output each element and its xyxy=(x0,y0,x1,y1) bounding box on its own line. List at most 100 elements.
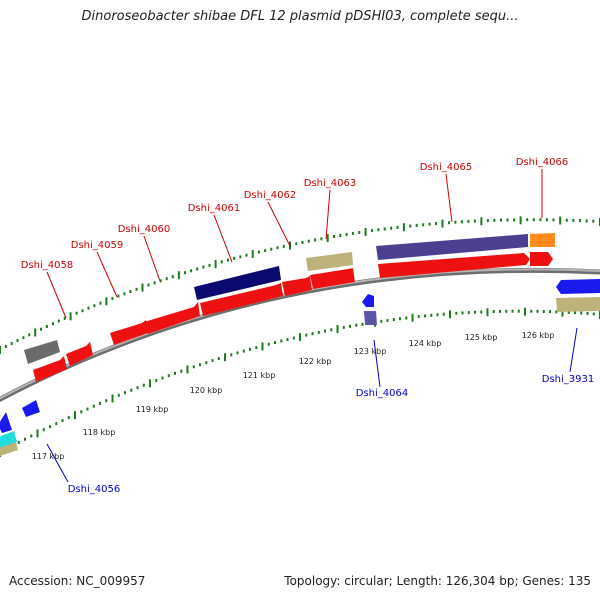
inner-ring-tick xyxy=(74,411,76,420)
forward-genes xyxy=(24,233,555,382)
outer-ring-tick xyxy=(493,218,496,222)
inner-ring-tick xyxy=(80,410,83,414)
inner-ring-tick xyxy=(336,325,339,334)
gene-arrow-d[interactable] xyxy=(144,302,200,334)
outer-ring-tick xyxy=(345,232,348,236)
gene-block-dshi-4061[interactable] xyxy=(194,266,281,300)
reverse-gene-label-dshi-4064[interactable]: Dshi_4064 xyxy=(356,388,408,399)
inner-ring-tick xyxy=(130,388,133,392)
forward-gene-label-dshi-4063[interactable]: Dshi_4063 xyxy=(304,178,356,189)
scale-label: 125 kbp xyxy=(465,333,498,342)
inner-ring-tick xyxy=(355,323,358,327)
gene-arrow-i[interactable] xyxy=(530,252,553,266)
gene-arrow-b[interactable] xyxy=(66,342,93,366)
reverse-gene-label-dshi-4056[interactable]: Dshi_4056 xyxy=(68,484,120,495)
outer-ring-tick xyxy=(545,218,548,222)
forward-gene-label-dshi-4061[interactable]: Dshi_4061 xyxy=(188,203,240,214)
scale-label: 117 kbp xyxy=(32,452,65,461)
inner-ring-tick xyxy=(511,309,514,313)
gene-arrow-h[interactable] xyxy=(378,253,530,278)
outer-ring-tick xyxy=(57,319,60,323)
inner-ring-tick xyxy=(292,336,295,340)
inner-ring-tick xyxy=(492,310,495,313)
gene-arrow-g[interactable] xyxy=(310,268,355,289)
outer-ring-tick xyxy=(190,269,193,273)
inner-ring-tick xyxy=(99,401,101,405)
inner-ring-tick xyxy=(542,310,545,313)
outer-ring-tick xyxy=(435,222,437,226)
gene-arrow-dshi-4064[interactable] xyxy=(362,294,374,307)
forward-gene-label-dshi-4065[interactable]: Dshi_4065 xyxy=(420,162,472,173)
outer-ring-tick xyxy=(513,218,516,222)
leader-line xyxy=(267,201,291,247)
outer-ring-tick xyxy=(390,226,393,230)
outer-ring-tick xyxy=(226,258,229,262)
gene-arrow-c[interactable] xyxy=(110,320,148,345)
gene-arrow-f[interactable] xyxy=(282,276,312,296)
inner-tick-ring xyxy=(0,307,600,457)
outer-ring-tick xyxy=(123,292,126,296)
outer-ring-tick xyxy=(159,279,162,283)
inner-ring-tick xyxy=(117,393,120,397)
outer-ring-tick xyxy=(415,223,418,227)
forward-gene-label-dshi-4066[interactable]: Dshi_4066 xyxy=(516,157,568,168)
forward-gene-label-dshi-4058[interactable]: Dshi_4058 xyxy=(21,260,73,271)
forward-gene-label-dshi-4060[interactable]: Dshi_4060 xyxy=(118,224,170,235)
inner-ring-tick xyxy=(49,425,51,429)
leader-line xyxy=(46,443,69,483)
outer-ring-tick xyxy=(0,346,1,354)
inner-ring-tick xyxy=(430,313,433,317)
inner-ring-tick xyxy=(167,374,170,378)
inner-ring-tick xyxy=(174,371,176,375)
inner-ring-tick xyxy=(186,365,189,374)
outer-ring-tick xyxy=(500,218,502,222)
inner-ring-tick xyxy=(230,353,233,357)
outer-ring-tick xyxy=(245,253,248,257)
outer-ring-tick xyxy=(409,224,412,228)
outer-ring-tick xyxy=(239,255,242,259)
outer-ring-tick xyxy=(264,249,267,253)
outer-ring-tick xyxy=(301,240,304,244)
gene-block-khaki-right[interactable] xyxy=(556,297,600,312)
gene-arrow-left-a[interactable] xyxy=(0,412,12,433)
outer-ring-tick xyxy=(339,234,342,237)
gene-arrow-dshi-3931[interactable] xyxy=(556,279,600,294)
gene-arrow-e[interactable] xyxy=(200,283,283,316)
outer-ring-tick xyxy=(99,301,102,305)
outer-ring-tick xyxy=(441,219,444,228)
inner-ring-tick xyxy=(486,308,489,317)
inner-ring-tick xyxy=(161,376,164,380)
gene-block-dshi-4066[interactable] xyxy=(530,233,555,247)
outer-ring-tick xyxy=(45,325,48,328)
inner-ring-tick xyxy=(361,322,364,326)
gene-block-dshi-4064[interactable] xyxy=(364,311,377,325)
outer-ring-tick xyxy=(129,290,132,293)
gene-arrow-left-b[interactable] xyxy=(22,400,40,417)
gene-block-dshi-4058[interactable] xyxy=(24,340,60,364)
gene-arrow-a[interactable] xyxy=(33,356,67,382)
forward-gene-label-dshi-4059[interactable]: Dshi_4059 xyxy=(71,240,123,251)
leader-line xyxy=(143,235,161,282)
inner-ring-tick xyxy=(136,386,139,390)
reverse-gene-label-dshi-3931[interactable]: Dshi_3931 xyxy=(542,374,594,385)
inner-ring-tick xyxy=(242,349,245,353)
inner-ring-tick xyxy=(386,318,389,322)
outer-tick-ring xyxy=(0,216,600,354)
outer-ring-tick xyxy=(396,225,399,229)
inner-ring-tick xyxy=(349,324,351,328)
outer-ring-tick xyxy=(559,216,562,225)
outer-ring-tick xyxy=(480,217,483,226)
inner-ring-tick xyxy=(317,330,320,334)
outer-ring-tick xyxy=(10,342,13,345)
leader-line xyxy=(213,214,233,263)
gene-block-dshi-4063[interactable] xyxy=(306,252,353,271)
gene-block-dshi-4065[interactable] xyxy=(376,234,528,260)
forward-gene-label-dshi-4062[interactable]: Dshi_4062 xyxy=(244,190,296,201)
inner-ring-tick xyxy=(105,399,108,403)
outer-ring-tick xyxy=(519,216,522,225)
inner-ring-tick xyxy=(536,309,539,313)
gene-block-khaki-left[interactable] xyxy=(0,442,18,456)
outer-ring-tick xyxy=(202,265,205,269)
gene-block-cyan[interactable] xyxy=(0,431,17,448)
